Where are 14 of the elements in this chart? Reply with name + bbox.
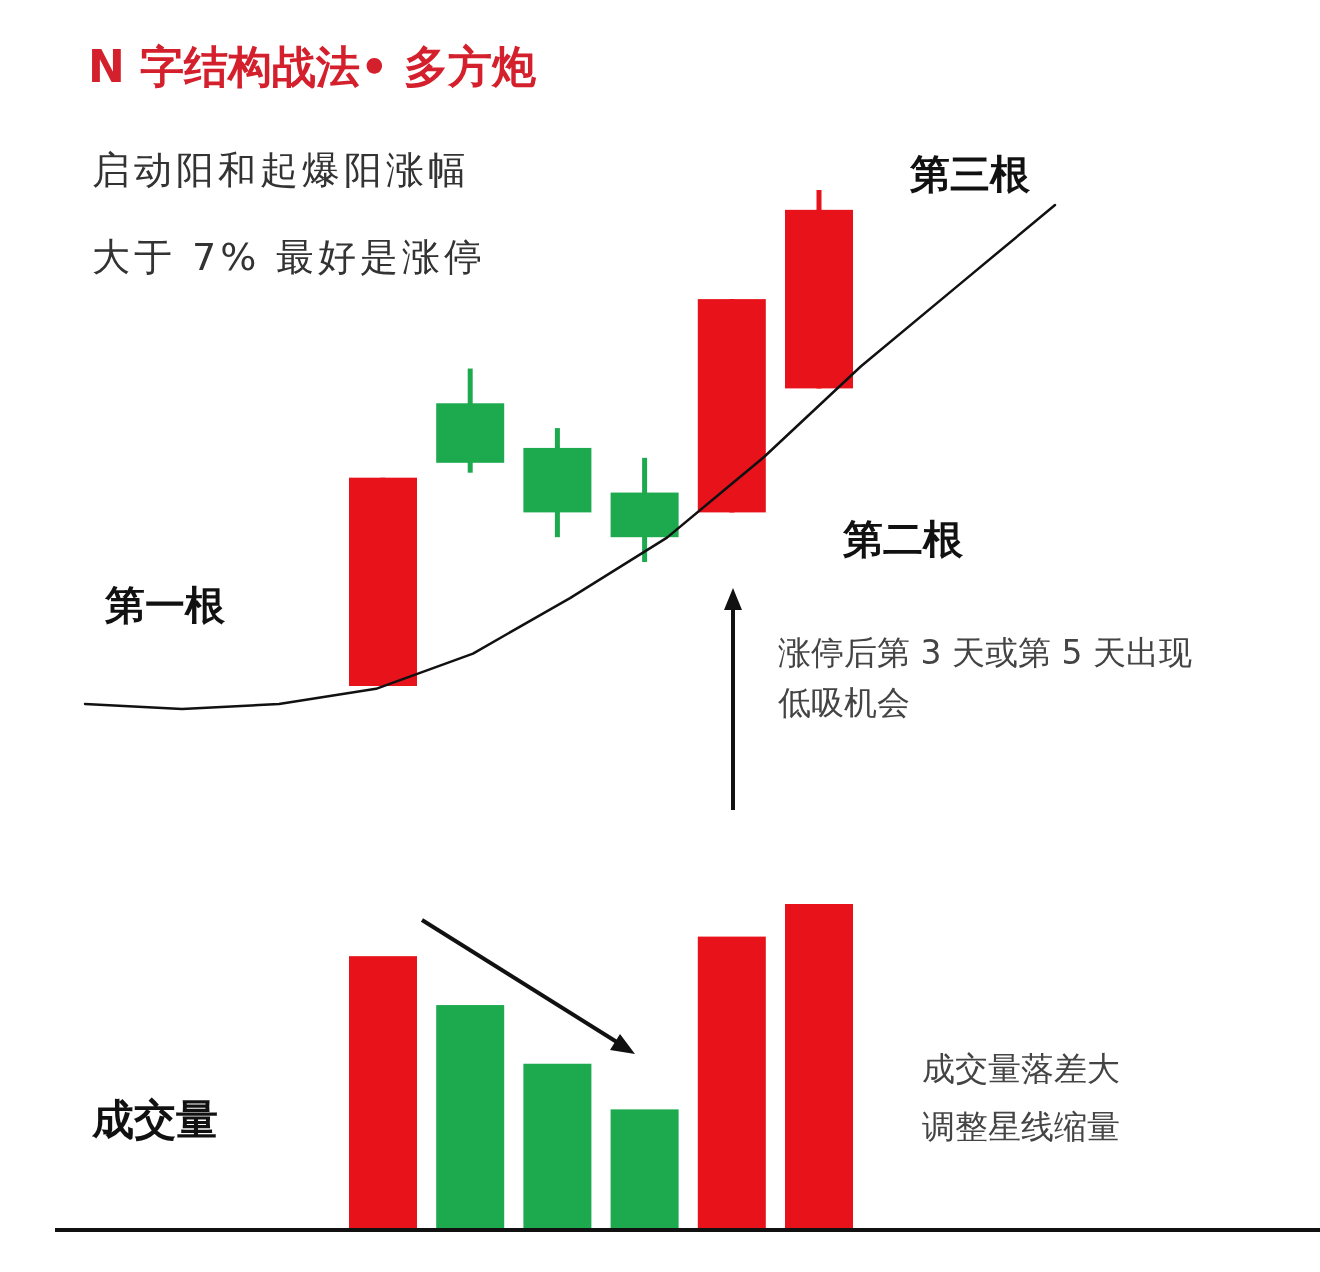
bar (697, 936, 766, 1230)
annotation: 第二根 (843, 515, 964, 564)
text: 成交量 (92, 1094, 219, 1146)
bar (610, 1109, 679, 1230)
annotation: 启动阳和起爆阳涨幅 (92, 147, 471, 194)
bar (785, 904, 853, 1230)
bar (349, 956, 417, 1230)
annotation: 大于 7% 最好是涨停 (92, 234, 488, 281)
chart-title: N 字结构战法• 多方炮 (88, 40, 537, 94)
bar (523, 1063, 592, 1230)
text: 成交量落差大调整星线缩量 (922, 1048, 1121, 1148)
annotation: 涨停后第 3 天或第 5 天出现低吸机会 (778, 632, 1193, 724)
text: 第三根 (910, 150, 1031, 199)
annotation: 第一根 (105, 581, 226, 630)
